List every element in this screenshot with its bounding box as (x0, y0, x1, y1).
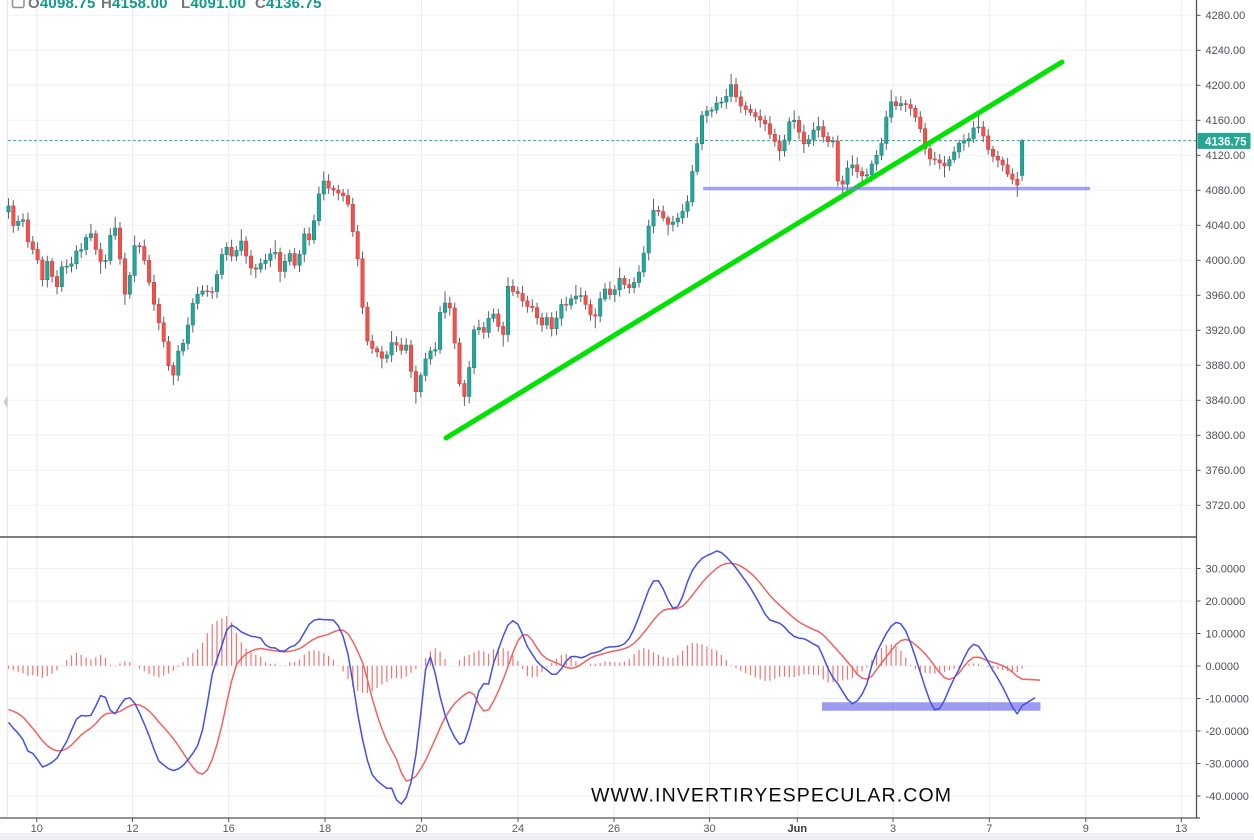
svg-text:4160.00: 4160.00 (1206, 115, 1246, 127)
svg-text:30.0000: 30.0000 (1206, 563, 1246, 575)
svg-text:-10.0000: -10.0000 (1206, 693, 1249, 705)
svg-text:4120.00: 4120.00 (1206, 150, 1246, 162)
svg-text:WWW.INVERTIRYESPECULAR.COM: WWW.INVERTIRYESPECULAR.COM (591, 785, 951, 807)
svg-text:4240.00: 4240.00 (1206, 45, 1246, 57)
svg-text:24: 24 (512, 823, 524, 835)
svg-text:3800.00: 3800.00 (1206, 430, 1246, 442)
svg-text:3760.00: 3760.00 (1206, 465, 1246, 477)
svg-text:0.0000: 0.0000 (1206, 661, 1240, 673)
svg-text:H4158.00: H4158.00 (101, 0, 168, 12)
svg-text:3880.00: 3880.00 (1206, 360, 1246, 372)
svg-text:9: 9 (1083, 823, 1089, 835)
svg-text:10: 10 (31, 823, 43, 835)
svg-text:-20.0000: -20.0000 (1206, 726, 1249, 738)
svg-text:3720.00: 3720.00 (1206, 500, 1246, 512)
svg-text:3840.00: 3840.00 (1206, 395, 1246, 407)
svg-text:18: 18 (319, 823, 331, 835)
svg-text:-40.0000: -40.0000 (1206, 791, 1249, 803)
svg-text:7: 7 (986, 823, 992, 835)
svg-text:4000.00: 4000.00 (1206, 255, 1246, 267)
svg-text:4080.00: 4080.00 (1206, 185, 1246, 197)
svg-text:20: 20 (415, 823, 427, 835)
svg-text:-30.0000: -30.0000 (1206, 758, 1249, 770)
svg-text:30: 30 (703, 823, 715, 835)
svg-text:13: 13 (1175, 823, 1187, 835)
svg-text:16: 16 (223, 823, 235, 835)
svg-text:L4091.00: L4091.00 (181, 0, 246, 12)
svg-text:10.0000: 10.0000 (1206, 628, 1246, 640)
svg-text:4280.00: 4280.00 (1206, 10, 1246, 22)
svg-text:O4098.75: O4098.75 (28, 0, 96, 12)
svg-text:12: 12 (126, 823, 138, 835)
svg-text:4136.75: 4136.75 (1205, 136, 1247, 148)
svg-text:4040.00: 4040.00 (1206, 220, 1246, 232)
svg-text:3960.00: 3960.00 (1206, 290, 1246, 302)
svg-text:3: 3 (890, 823, 896, 835)
svg-text:3920.00: 3920.00 (1206, 325, 1246, 337)
svg-text:Jun: Jun (788, 823, 808, 835)
svg-text:C4136.75: C4136.75 (255, 0, 322, 12)
svg-text:26: 26 (608, 823, 620, 835)
svg-text:20.0000: 20.0000 (1206, 596, 1246, 608)
svg-text:4200.00: 4200.00 (1206, 80, 1246, 92)
